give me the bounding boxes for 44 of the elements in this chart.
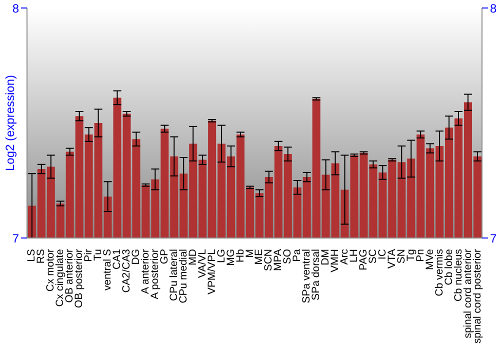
x-tick-label: ME: [253, 249, 266, 265]
x-tick-label: DM: [320, 249, 332, 266]
x-tick-label: SPa dorsal: [310, 249, 322, 300]
x-tick-label: Cb nucleus: [452, 249, 464, 302]
x-tick-label: OB anterior: [64, 248, 76, 303]
x-tick-label: VA/VL: [196, 248, 208, 278]
x-tick-label: Hb: [234, 248, 246, 262]
y2-tick-label: 8: [490, 1, 497, 16]
x-tick-label: OB posterior: [73, 248, 86, 308]
x-tick-label: GP: [158, 249, 170, 264]
x-tick-label: IC: [376, 248, 388, 260]
x-tick-label: MPA: [272, 249, 284, 271]
x-tick-label: Cx cingulate: [54, 248, 66, 307]
x-tick-label: LH: [348, 249, 360, 262]
x-tick-label: Tu: [92, 248, 104, 261]
x-tick-label: Arc: [338, 249, 351, 265]
x-tick-label: CPu medial: [177, 249, 190, 304]
x-tick-label: spinal cord posterior: [471, 248, 484, 344]
x-tick-label: VPM/VPL: [206, 248, 218, 295]
x-tick-label: Cb lobe: [442, 248, 455, 286]
x-tick-label: RS: [35, 249, 48, 264]
x-tick-label: spinal cord anterior: [462, 248, 474, 338]
x-tick-label: VMH: [329, 249, 342, 272]
x-tick-label: CPu lateral: [168, 249, 180, 301]
y-axis-title: Log2 (expression): [3, 74, 17, 172]
x-tick-label: MD: [186, 248, 199, 266]
x-tick-label: LG: [215, 249, 228, 264]
y2-tick-label: 7: [490, 231, 497, 246]
x-tick-label: CA2/CA3: [120, 248, 133, 293]
x-tick-label: ventral S: [102, 249, 114, 290]
x-tick-label: LS: [26, 249, 38, 262]
x-tick-label: MG: [224, 249, 237, 266]
x-tick-label: Cb vermis: [433, 249, 446, 296]
x-tick-label: Pa: [291, 248, 304, 262]
x-tick-label: VTA: [386, 249, 398, 269]
x-tick-label: CA1: [111, 248, 124, 270]
x-tick-label: A posterior: [148, 248, 161, 300]
x-tick-label: Pir: [82, 248, 95, 262]
x-tick-label: SO: [282, 249, 294, 264]
x-tick-label: Tg: [404, 248, 417, 262]
x-tick-label: SN: [395, 249, 408, 264]
x-tick-label: M: [244, 249, 256, 258]
x-tick-label: SCN: [262, 249, 275, 272]
x-tick-label: MVe: [424, 248, 436, 270]
